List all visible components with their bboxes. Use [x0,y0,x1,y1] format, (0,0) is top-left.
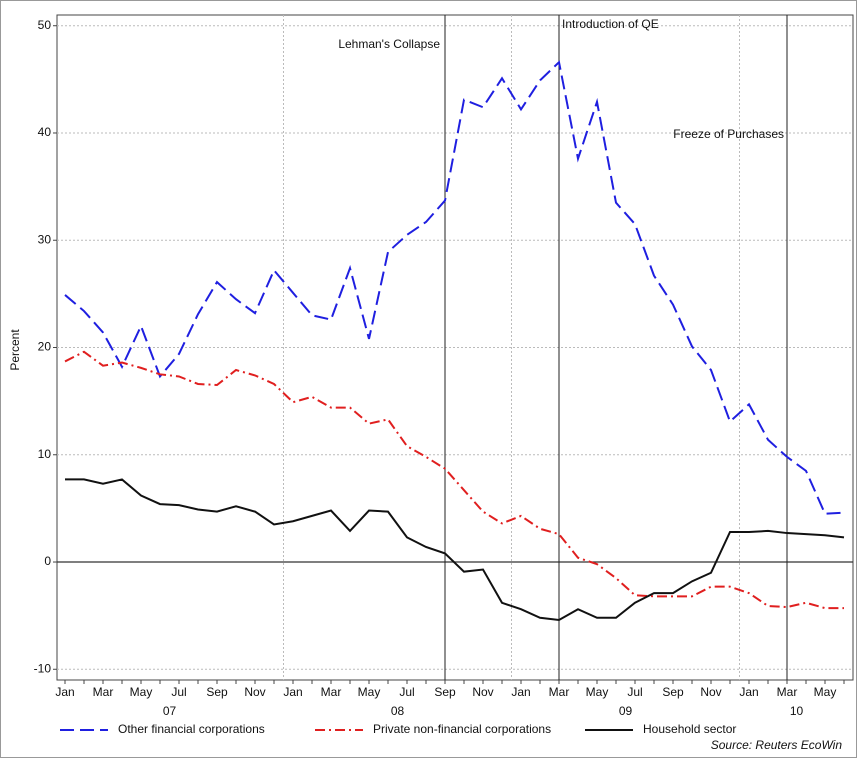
x-tick-label: Nov [700,685,721,699]
x-tick-label: May [358,685,381,699]
year-label: 09 [619,704,633,718]
x-tick-label: May [814,685,837,699]
legend-label: Other financial corporations [118,722,265,736]
x-tick-label: Sep [206,685,228,699]
series-line [65,478,845,621]
x-tick-label: Jan [739,685,758,699]
y-tick-label: 20 [38,340,52,354]
x-tick-label: Mar [93,685,114,699]
y-tick-label: -10 [34,661,52,675]
year-label: 07 [163,704,177,718]
x-tick-label: Jan [55,685,74,699]
x-tick-label: Mar [777,685,798,699]
series-line [64,350,844,610]
y-axis-label: Percent [8,329,22,371]
legend-label: Household sector [643,722,736,736]
y-tick-label: 50 [38,18,52,32]
x-tick-label: Jul [399,685,414,699]
source: Source: Reuters EcoWin [711,738,843,752]
y-tick-label: 10 [38,447,52,461]
x-tick-label: Jan [283,685,302,699]
x-tick-label: Jan [511,685,530,699]
annotation: Freeze of Purchases [673,127,784,141]
annotation: Introduction of QE [562,17,659,31]
x-tick-label: May [130,685,153,699]
x-tick-label: Sep [662,685,684,699]
x-tick-label: Jul [171,685,186,699]
year-label: 08 [391,704,405,718]
x-tick-label: Jul [627,685,642,699]
x-tick-label: Mar [321,685,342,699]
y-tick-label: 30 [38,232,52,246]
x-tick-label: Nov [244,685,265,699]
x-tick-label: Nov [472,685,493,699]
y-tick-label: 0 [44,554,51,568]
series-line [64,60,845,515]
year-label: 10 [790,704,804,718]
x-tick-label: May [586,685,609,699]
legend-label: Private non-financial corporations [373,722,551,736]
x-tick-label: Mar [549,685,570,699]
x-tick-label: Sep [434,685,456,699]
annotation: Lehman's Collapse [338,37,440,51]
y-tick-label: 40 [38,125,52,139]
